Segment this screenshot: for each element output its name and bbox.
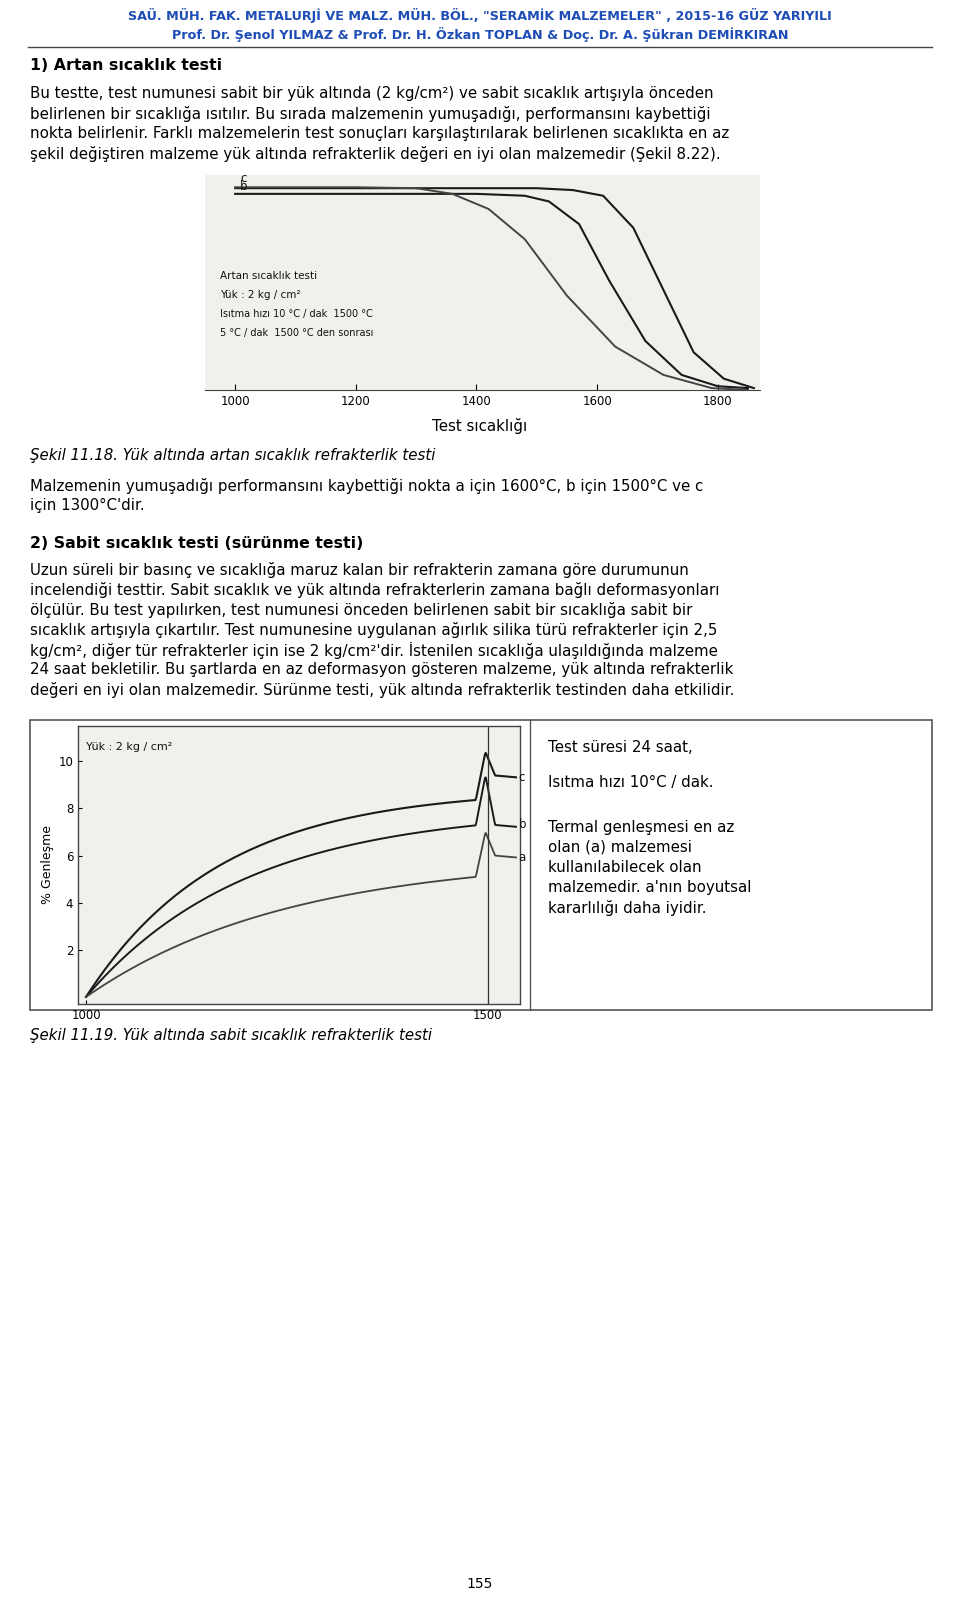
Text: b: b	[240, 180, 248, 193]
Text: Bu testte, test numunesi sabit bir yük altında (2 kg/cm²) ve sabit sıcaklık artı: Bu testte, test numunesi sabit bir yük a…	[30, 87, 713, 101]
Text: 24 saat bekletilir. Bu şartlarda en az deformasyon gösteren malzeme, yük altında: 24 saat bekletilir. Bu şartlarda en az d…	[30, 661, 733, 677]
Text: a: a	[518, 851, 526, 865]
Text: olan (a) malzemesi: olan (a) malzemesi	[548, 839, 692, 855]
Text: SAÜ. MÜH. FAK. METALURJİ VE MALZ. MÜH. BÖL., "SERAMİK MALZEMELER" , 2015-16 GÜZ : SAÜ. MÜH. FAK. METALURJİ VE MALZ. MÜH. B…	[128, 8, 832, 22]
Text: için 1300°C'dir.: için 1300°C'dir.	[30, 498, 145, 514]
Text: Artan sıcaklık testi: Artan sıcaklık testi	[220, 271, 317, 281]
Text: 155: 155	[467, 1578, 493, 1591]
Text: Şekil 11.19. Yük altında sabit sıcaklık refrakterlik testi: Şekil 11.19. Yük altında sabit sıcaklık …	[30, 1027, 432, 1043]
Y-axis label: % Genleşme: % Genleşme	[41, 825, 54, 905]
Text: 5 °C / dak  1500 °C den sonrası: 5 °C / dak 1500 °C den sonrası	[220, 327, 373, 337]
Text: sıcaklık artışıyla çıkartılır. Test numunesine uygulanan ağırlık silika türü ref: sıcaklık artışıyla çıkartılır. Test numu…	[30, 623, 717, 639]
Text: Isıtma hızı 10 °C / dak  1500 °C: Isıtma hızı 10 °C / dak 1500 °C	[220, 308, 372, 319]
Text: kullanılabilecek olan: kullanılabilecek olan	[548, 860, 702, 875]
Text: belirlenen bir sıcaklığa ısıtılır. Bu sırada malzemenin yumuşadığı, performansın: belirlenen bir sıcaklığa ısıtılır. Bu sı…	[30, 106, 710, 122]
Text: c: c	[240, 172, 247, 185]
Text: Test sıcaklığı: Test sıcaklığı	[432, 417, 528, 433]
Text: b: b	[518, 819, 526, 831]
Text: kg/cm², diğer tür refrakterler için ise 2 kg/cm²'dir. İstenilen sıcaklığa ulaşıl: kg/cm², diğer tür refrakterler için ise …	[30, 642, 718, 660]
Text: 2) Sabit sıcaklık testi (sürünme testi): 2) Sabit sıcaklık testi (sürünme testi)	[30, 536, 364, 551]
Text: kararlılığı daha iyidir.: kararlılığı daha iyidir.	[548, 900, 707, 916]
Text: şekil değiştiren malzeme yük altında refrakterlik değeri en iyi olan malzemedir : şekil değiştiren malzeme yük altında ref…	[30, 146, 721, 162]
Text: Prof. Dr. Şenol YILMAZ & Prof. Dr. H. Özkan TOPLAN & Doç. Dr. A. Şükran DEMİRKIR: Prof. Dr. Şenol YILMAZ & Prof. Dr. H. Öz…	[172, 27, 788, 42]
Text: 1) Artan sıcaklık testi: 1) Artan sıcaklık testi	[30, 58, 222, 72]
Text: malzemedir. a'nın boyutsal: malzemedir. a'nın boyutsal	[548, 880, 752, 896]
Text: değeri en iyi olan malzemedir. Sürünme testi, yük altında refrakterlik testinden: değeri en iyi olan malzemedir. Sürünme t…	[30, 682, 734, 698]
Text: Uzun süreli bir basınç ve sıcaklığa maruz kalan bir refrakterin zamana göre duru: Uzun süreli bir basınç ve sıcaklığa maru…	[30, 562, 689, 578]
Text: Termal genleşmesi en az: Termal genleşmesi en az	[548, 820, 734, 835]
Text: Yük : 2 kg / cm²: Yük : 2 kg / cm²	[220, 291, 300, 300]
Text: Yük : 2 kg / cm²: Yük : 2 kg / cm²	[86, 743, 172, 753]
Text: incelendiği testtir. Sabit sıcaklık ve yük altında refrakterlerin zamana bağlı d: incelendiği testtir. Sabit sıcaklık ve y…	[30, 583, 719, 599]
Bar	[30, 721, 932, 1010]
Text: Şekil 11.18. Yük altında artan sıcaklık refrakterlik testi: Şekil 11.18. Yük altında artan sıcaklık …	[30, 448, 436, 462]
Text: Test süresi 24 saat,: Test süresi 24 saat,	[548, 740, 693, 754]
Text: c: c	[518, 772, 525, 785]
Text: ölçülür. Bu test yapılırken, test numunesi önceden belirlenen sabit bir sıcaklığ: ölçülür. Bu test yapılırken, test numune…	[30, 602, 692, 618]
Text: Isıtma hızı 10°C / dak.: Isıtma hızı 10°C / dak.	[548, 775, 713, 790]
Text: Malzemenin yumuşadığı performansını kaybettiği nokta a için 1600°C, b için 1500°: Malzemenin yumuşadığı performansını kayb…	[30, 478, 704, 494]
Text: nokta belirlenir. Farklı malzemelerin test sonuçları karşılaştırılarak belirlene: nokta belirlenir. Farklı malzemelerin te…	[30, 127, 730, 141]
